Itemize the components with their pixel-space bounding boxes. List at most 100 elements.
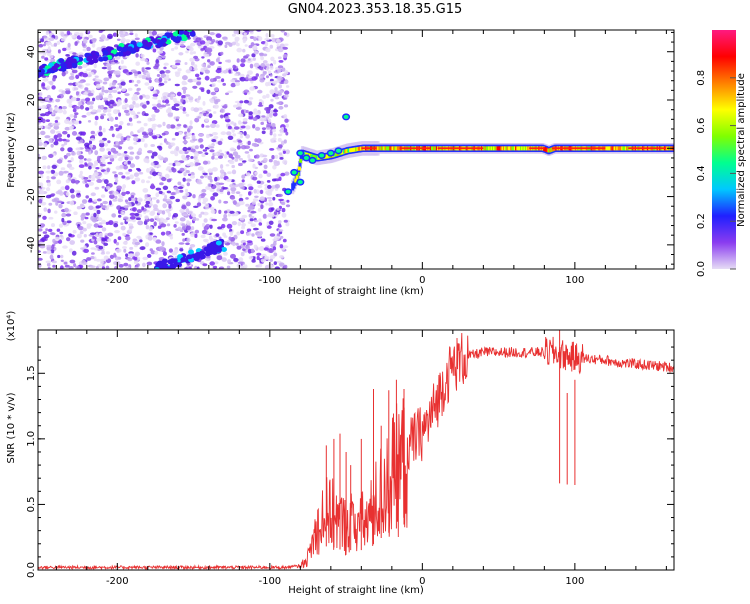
noise-cell — [278, 262, 285, 267]
branch-cell — [71, 63, 78, 69]
noise-cell — [260, 153, 264, 157]
noise-cell — [134, 256, 138, 261]
noise-cell — [120, 225, 126, 231]
noise-cell — [100, 203, 103, 207]
noise-cell — [106, 148, 111, 151]
noise-cell — [242, 34, 247, 38]
colorbar: 0.0 0.2 0.4 0.6 0.8 Normalized spectral ampli… — [696, 30, 747, 277]
noise-cell — [223, 153, 228, 159]
noise-cell — [178, 131, 183, 135]
noise-cell — [71, 34, 76, 39]
noise-cell — [148, 31, 152, 34]
noise-cell — [223, 200, 229, 204]
noise-cell — [44, 135, 51, 139]
noise-cell — [277, 68, 282, 73]
noise-cell — [270, 56, 275, 62]
noise-cell — [269, 258, 274, 262]
noise-cell — [148, 131, 153, 137]
noise-cell — [107, 232, 114, 237]
signal-edge — [298, 161, 302, 169]
branch-cell — [178, 30, 184, 35]
noise-cell — [118, 264, 124, 268]
noise-cell — [277, 137, 282, 142]
noise-cell — [157, 124, 162, 128]
noise-cell — [220, 108, 224, 113]
noise-cell — [236, 245, 242, 250]
noise-cell — [186, 132, 192, 136]
noise-cell — [79, 139, 84, 144]
noise-cell — [83, 92, 89, 96]
noise-cell — [230, 179, 235, 183]
noise-cell — [101, 86, 105, 91]
noise-cell — [65, 89, 71, 95]
signal-blob-core — [285, 189, 291, 194]
noise-cell — [220, 138, 224, 142]
noise-cell — [41, 237, 46, 242]
noise-cell — [245, 134, 251, 139]
noise-cell — [247, 154, 251, 159]
noise-cell — [237, 132, 243, 135]
noise-cell — [227, 90, 233, 94]
noise-cell — [279, 157, 284, 160]
noise-cell — [122, 232, 126, 237]
noise-cell — [189, 51, 194, 55]
noise-cell — [134, 253, 138, 257]
heatmap-cells — [38, 30, 674, 269]
noise-cell — [129, 30, 134, 33]
noise-cell — [183, 82, 188, 85]
noise-cell — [78, 155, 84, 160]
noise-cell — [202, 263, 208, 267]
noise-cell — [113, 223, 119, 228]
noise-cell — [266, 172, 272, 177]
noise-cell — [137, 111, 141, 115]
noise-cell — [167, 212, 172, 218]
branch-cell — [170, 263, 177, 269]
noise-cell — [83, 158, 87, 161]
noise-cell — [265, 33, 269, 38]
noise-cell — [59, 265, 64, 269]
noise-cell — [38, 241, 45, 245]
noise-cell — [71, 250, 77, 256]
y-tick-label: 20 — [26, 94, 37, 107]
noise-cell — [56, 133, 63, 138]
noise-cell — [229, 231, 233, 236]
noise-cell — [246, 240, 253, 244]
noise-cell — [185, 188, 188, 193]
noise-cell — [227, 171, 232, 175]
noise-cell — [276, 44, 280, 47]
noise-cell — [157, 225, 162, 229]
noise-cell — [121, 104, 126, 110]
noise-cell — [112, 154, 118, 159]
noise-cell — [171, 137, 176, 141]
noise-cell — [186, 221, 192, 226]
noise-cell — [50, 193, 56, 197]
noise-cell — [269, 65, 274, 70]
noise-cell — [227, 125, 232, 130]
noise-cell — [46, 187, 51, 192]
noise-cell — [112, 32, 117, 37]
noise-cell — [111, 213, 117, 218]
noise-cell — [56, 228, 61, 232]
noise-cell — [260, 258, 266, 263]
noise-cell — [226, 188, 230, 192]
noise-cell — [114, 174, 118, 178]
noise-cell — [201, 192, 207, 196]
noise-cell — [277, 56, 282, 59]
noise-cell — [202, 197, 209, 203]
noise-cell — [120, 37, 126, 43]
noise-cell — [182, 213, 188, 217]
noise-cell — [86, 257, 92, 261]
noise-cell — [78, 173, 83, 179]
noise-cell — [133, 260, 139, 265]
noise-cell — [227, 191, 231, 196]
noise-cell — [97, 108, 102, 113]
noise-cell — [88, 144, 94, 148]
noise-cell — [187, 173, 192, 176]
signal-cell — [297, 166, 301, 171]
noise-cell — [145, 67, 152, 70]
noise-cell — [169, 195, 175, 200]
noise-cell — [185, 100, 189, 103]
noise-cell — [223, 251, 228, 256]
noise-cell — [174, 46, 179, 50]
noise-cell — [224, 116, 230, 120]
